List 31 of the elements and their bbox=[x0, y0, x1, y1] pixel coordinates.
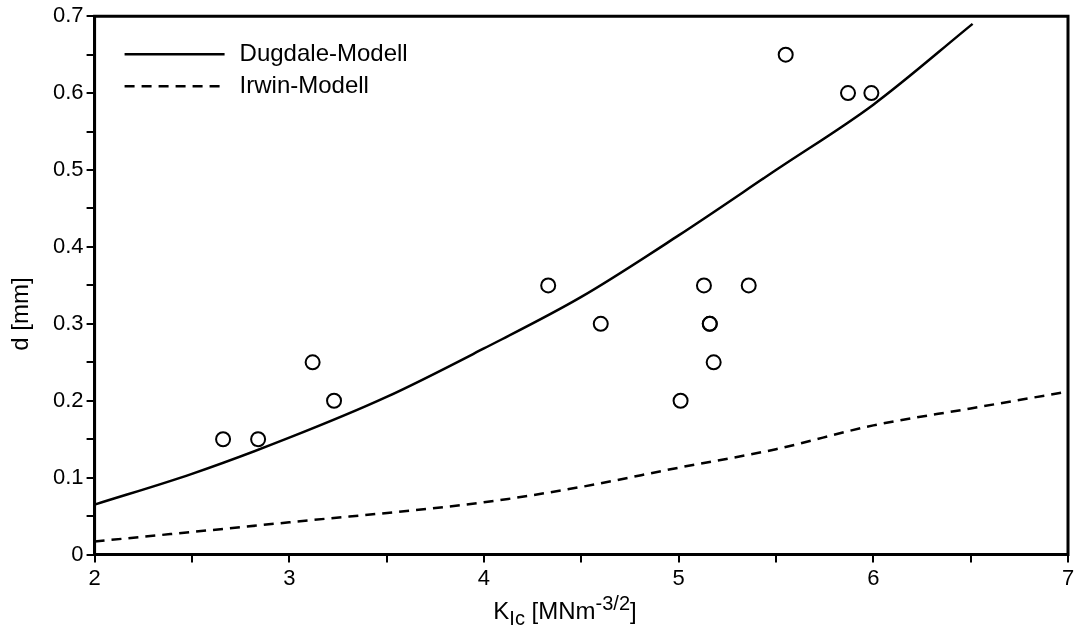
point bbox=[672, 392, 689, 409]
x-tick-label: 7 bbox=[1061, 564, 1075, 590]
point bbox=[695, 277, 712, 294]
x-tick-label: 3 bbox=[283, 564, 296, 590]
legend-label: Dugdale-Modell bbox=[239, 38, 408, 66]
point bbox=[540, 277, 557, 294]
y-tick-label: 0.5 bbox=[52, 156, 84, 182]
x-tick-label: 4 bbox=[477, 564, 491, 590]
point bbox=[326, 392, 343, 409]
point bbox=[705, 354, 722, 371]
legend-label: Irwin-Modell bbox=[239, 70, 369, 98]
x-tick-label: 5 bbox=[672, 564, 685, 590]
y-tick-label: 0.7 bbox=[52, 2, 84, 28]
point bbox=[250, 431, 267, 448]
y-tick-label: 0.6 bbox=[52, 79, 84, 105]
y-tick-label: 0 bbox=[71, 540, 84, 566]
y-axis-title: d [mm] bbox=[6, 276, 34, 353]
point bbox=[863, 85, 880, 102]
x-tick-label: 2 bbox=[88, 564, 101, 590]
point bbox=[840, 85, 857, 102]
x-axis-title: K$_{Ic}$ [MNm$^{-3/2}$] bbox=[492, 592, 638, 630]
point bbox=[740, 277, 757, 294]
y-tick-label: 0.3 bbox=[52, 309, 84, 335]
point bbox=[592, 315, 609, 332]
point bbox=[777, 46, 794, 63]
y-tick-label: 0.4 bbox=[52, 233, 84, 259]
point bbox=[304, 354, 321, 371]
y-tick-label: 0.2 bbox=[52, 386, 84, 412]
x-tick-label: 6 bbox=[867, 564, 880, 590]
point bbox=[215, 431, 232, 448]
y-tick-label: 0.1 bbox=[52, 463, 84, 489]
